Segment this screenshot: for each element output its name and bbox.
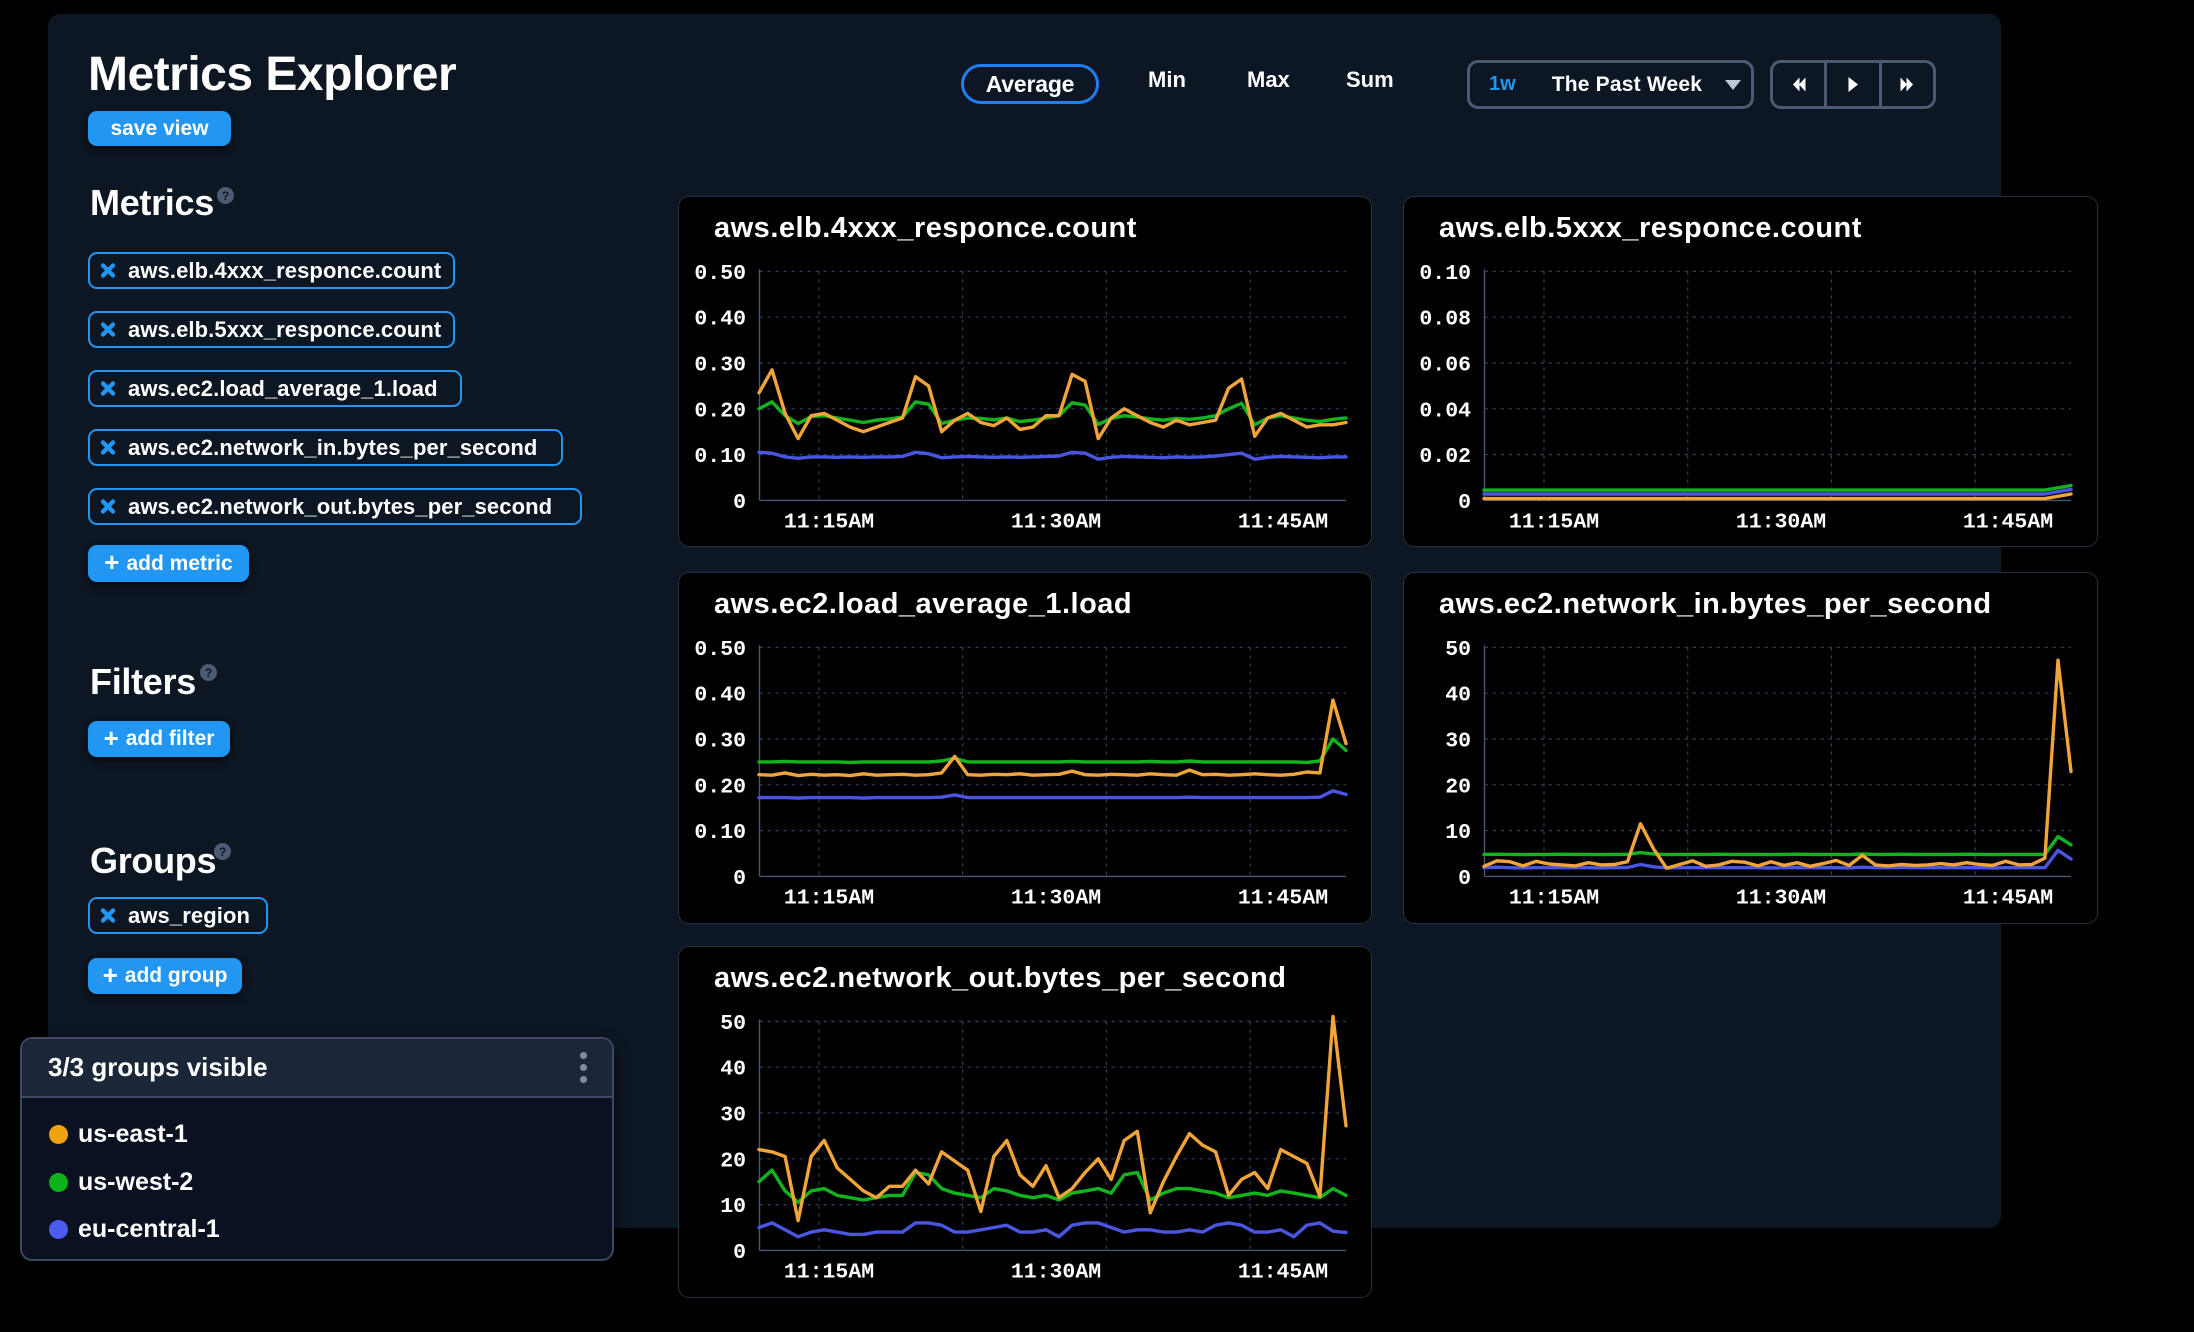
svg-text:11:45AM: 11:45AM bbox=[1963, 886, 2053, 910]
svg-text:20: 20 bbox=[720, 1149, 746, 1173]
svg-text:20: 20 bbox=[1445, 775, 1471, 799]
svg-text:0: 0 bbox=[733, 491, 746, 515]
svg-text:30: 30 bbox=[1445, 730, 1471, 754]
svg-text:0.08: 0.08 bbox=[1419, 308, 1471, 332]
svg-text:11:45AM: 11:45AM bbox=[1238, 886, 1328, 910]
svg-text:10: 10 bbox=[720, 1195, 746, 1219]
svg-text:10: 10 bbox=[1445, 821, 1471, 845]
svg-text:40: 40 bbox=[1445, 684, 1471, 708]
svg-text:0.50: 0.50 bbox=[694, 262, 746, 286]
svg-text:0.20: 0.20 bbox=[694, 399, 746, 423]
svg-text:11:45AM: 11:45AM bbox=[1963, 510, 2053, 534]
svg-text:0.04: 0.04 bbox=[1419, 399, 1471, 423]
svg-text:0.30: 0.30 bbox=[694, 730, 746, 754]
svg-text:11:30AM: 11:30AM bbox=[1736, 886, 1826, 910]
svg-text:0.02: 0.02 bbox=[1419, 445, 1471, 469]
svg-text:0: 0 bbox=[733, 1241, 746, 1265]
svg-text:0: 0 bbox=[1458, 491, 1471, 515]
svg-text:11:30AM: 11:30AM bbox=[1736, 510, 1826, 534]
svg-text:0.10: 0.10 bbox=[694, 821, 746, 845]
svg-text:11:30AM: 11:30AM bbox=[1011, 886, 1101, 910]
svg-text:0.20: 0.20 bbox=[694, 775, 746, 799]
svg-text:0.06: 0.06 bbox=[1419, 354, 1471, 378]
svg-text:40: 40 bbox=[720, 1058, 746, 1082]
svg-text:30: 30 bbox=[720, 1104, 746, 1128]
svg-text:11:30AM: 11:30AM bbox=[1011, 510, 1101, 534]
svg-text:11:45AM: 11:45AM bbox=[1238, 510, 1328, 534]
svg-text:50: 50 bbox=[1445, 638, 1471, 662]
svg-text:0.50: 0.50 bbox=[694, 638, 746, 662]
svg-text:0.10: 0.10 bbox=[694, 445, 746, 469]
svg-text:0.10: 0.10 bbox=[1419, 262, 1471, 286]
svg-text:0: 0 bbox=[1458, 867, 1471, 891]
svg-text:11:15AM: 11:15AM bbox=[1509, 886, 1599, 910]
svg-text:0.30: 0.30 bbox=[694, 354, 746, 378]
svg-text:0: 0 bbox=[733, 867, 746, 891]
svg-text:11:15AM: 11:15AM bbox=[784, 510, 874, 534]
svg-text:11:15AM: 11:15AM bbox=[784, 1260, 874, 1284]
svg-text:0.40: 0.40 bbox=[694, 684, 746, 708]
svg-text:11:15AM: 11:15AM bbox=[1509, 510, 1599, 534]
svg-text:11:45AM: 11:45AM bbox=[1238, 1260, 1328, 1284]
svg-text:11:30AM: 11:30AM bbox=[1011, 1260, 1101, 1284]
svg-text:50: 50 bbox=[720, 1012, 746, 1036]
svg-text:11:15AM: 11:15AM bbox=[784, 886, 874, 910]
svg-text:0.40: 0.40 bbox=[694, 308, 746, 332]
